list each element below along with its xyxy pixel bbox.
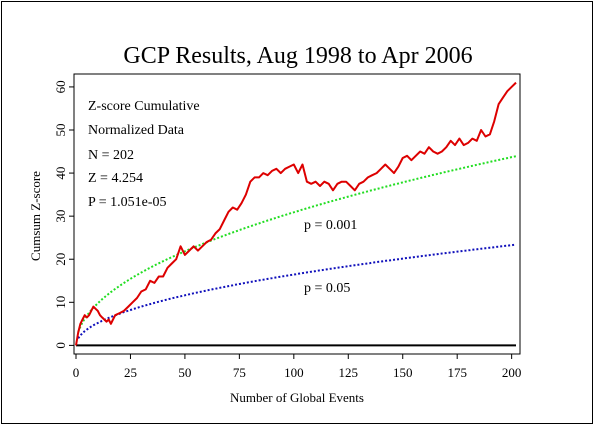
stats-block: Z-score Cumulative Normalized Data N = 2… bbox=[88, 99, 200, 210]
x-tick-label: 25 bbox=[124, 365, 137, 380]
x-tick-label: 125 bbox=[339, 365, 359, 380]
y-tick-label: 20 bbox=[53, 253, 68, 266]
x-tick-label: 75 bbox=[233, 365, 246, 380]
x-tick-label: 200 bbox=[502, 365, 522, 380]
ref-label-p001: p = 0.001 bbox=[304, 218, 357, 233]
reference-curve-p05 bbox=[77, 243, 517, 339]
stat-line-n: N = 202 bbox=[88, 148, 134, 163]
y-tick-label: 50 bbox=[53, 124, 68, 137]
reference-curve-p001 bbox=[77, 155, 517, 333]
y-tick-label: 10 bbox=[53, 296, 68, 309]
x-tick-label: 50 bbox=[178, 365, 191, 380]
axes: 0 25 50 75 100 125 150 175 200 0 10 20 30 40 50 60 bbox=[53, 80, 521, 380]
x-tick-label: 150 bbox=[393, 365, 413, 380]
x-axis-label: Number of Global Events bbox=[230, 390, 364, 405]
y-tick-label: 60 bbox=[53, 80, 68, 93]
plot-area bbox=[73, 73, 521, 355]
y-tick-label: 0 bbox=[53, 342, 68, 349]
x-tick-label: 175 bbox=[447, 365, 467, 380]
x-tick-label: 100 bbox=[284, 365, 304, 380]
y-axis-label: Cumsum Z-score bbox=[28, 171, 43, 261]
y-tick-label: 30 bbox=[53, 210, 68, 223]
ref-label-p05: p = 0.05 bbox=[304, 281, 350, 296]
stat-line-normalized: Normalized Data bbox=[88, 123, 185, 138]
x-tick-label: 0 bbox=[73, 365, 80, 380]
stat-line-title: Z-score Cumulative bbox=[88, 99, 200, 114]
stat-line-z: Z = 4.254 bbox=[88, 171, 143, 186]
cumulative-z-line bbox=[75, 81, 517, 346]
y-tick-label: 40 bbox=[53, 167, 68, 180]
chart-marks bbox=[75, 81, 517, 347]
chart-title: GCP Results, Aug 1998 to Apr 2006 bbox=[123, 43, 472, 69]
stat-line-p: P = 1.051e-05 bbox=[88, 195, 167, 210]
